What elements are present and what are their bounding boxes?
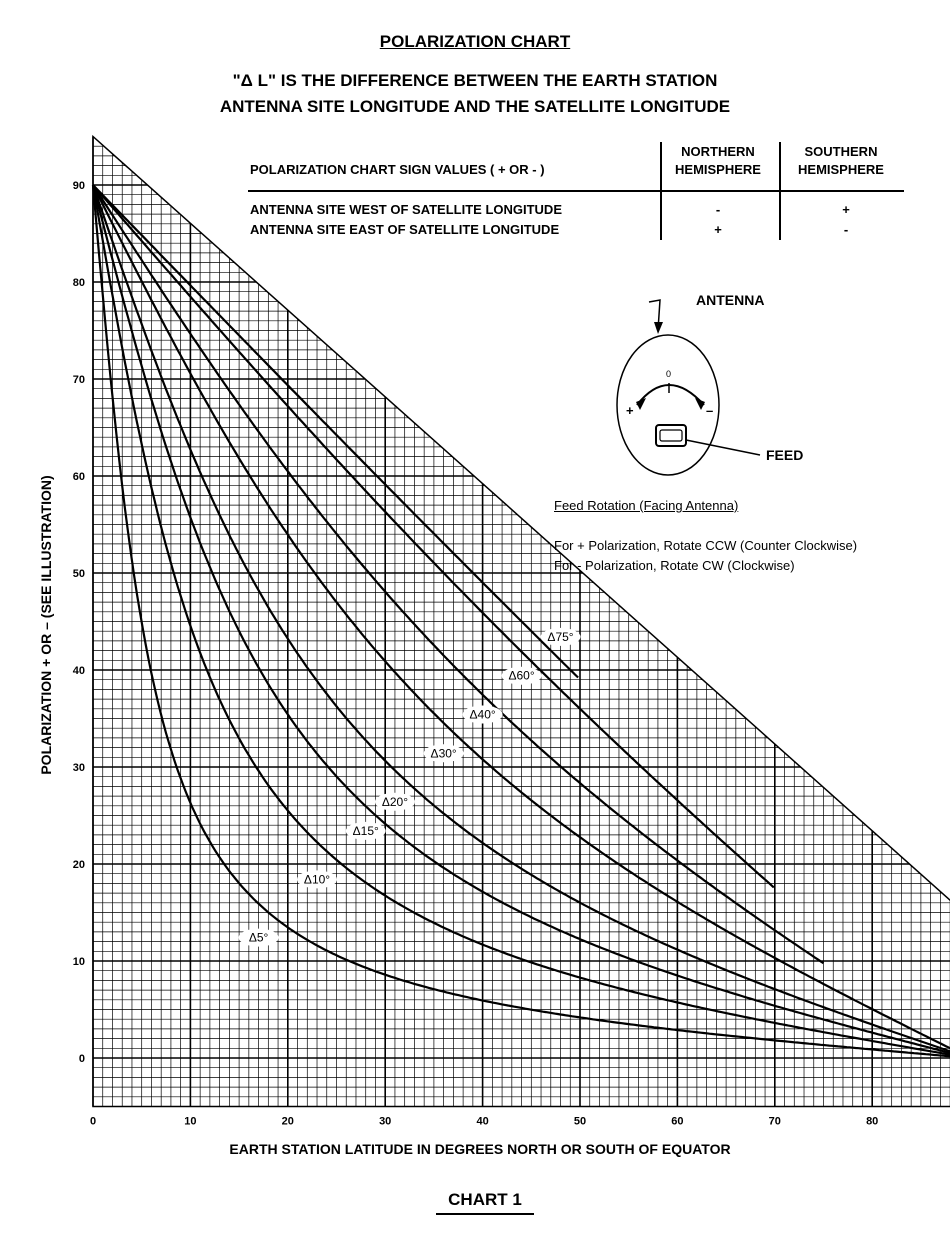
sign-table-title: POLARIZATION CHART SIGN VALUES ( + OR - … — [250, 162, 545, 177]
antenna-dish-outline — [616, 334, 720, 476]
rotation-arrow-left — [636, 398, 646, 410]
north-header-1: NORTHERN — [681, 144, 755, 159]
chart-caption: CHART 1 — [0, 1190, 950, 1215]
y-axis-label: POLARIZATION + OR – (SEE ILLUSTRATION) — [38, 475, 54, 775]
feed-pointer-line — [685, 439, 761, 456]
x-tick-label: 10 — [184, 1116, 196, 1128]
series-label-bg — [238, 928, 279, 947]
subtitle-line-2: ANTENNA SITE LONGITUDE AND THE SATELLITE… — [219, 97, 731, 116]
series-label: Δ15° — [353, 824, 379, 838]
feed-rotation-line-2: For - Polarization, Rotate CW (Clockwise… — [554, 558, 795, 573]
x-axis-label: EARTH STATION LATITUDE IN DEGREES NORTH … — [229, 1141, 731, 1157]
minus-mark: – — [706, 403, 714, 418]
series-label: Δ60° — [508, 669, 534, 683]
series-line — [91, 184, 950, 1055]
chart-tick-labels: 01020304050607080900102030405060708090 — [73, 180, 879, 1128]
series-label-bg — [297, 870, 338, 889]
series-label-bg — [374, 792, 415, 811]
plus-mark: + — [626, 403, 634, 418]
series-line — [92, 184, 579, 679]
south-header-2: HEMISPHERE — [798, 162, 884, 177]
series-label-bg — [540, 627, 581, 646]
page-title-text: POLARIZATION CHART — [379, 32, 571, 51]
row-east-north: + — [714, 222, 722, 237]
y-tick-label: 20 — [73, 859, 85, 871]
sign-table-body: ANTENNA SITE WEST OF SATELLITE LONGITUDE… — [248, 192, 904, 240]
antenna-label: ANTENNA — [696, 292, 765, 308]
series-line — [92, 184, 950, 1050]
series-label: Δ30° — [431, 746, 457, 760]
feed-label: FEED — [766, 447, 804, 463]
series-line — [91, 184, 950, 1053]
table-divider-2 — [779, 142, 781, 240]
series-label-bg — [501, 666, 542, 685]
zero-mark: 0 — [666, 369, 672, 379]
page-title: POLARIZATION CHART — [0, 32, 950, 52]
chart-caption-text: CHART 1 — [436, 1190, 534, 1215]
x-tick-label: 40 — [476, 1116, 488, 1128]
x-tick-label: 60 — [671, 1116, 683, 1128]
sign-table-header: POLARIZATION CHART SIGN VALUES ( + OR - … — [248, 142, 904, 192]
x-tick-label: 20 — [282, 1116, 294, 1128]
series-line — [92, 184, 825, 965]
series-label: Δ5° — [249, 931, 269, 945]
x-tick-label: 50 — [574, 1116, 586, 1128]
y-tick-label: 80 — [73, 277, 85, 289]
subtitle-line-1: "Δ L" IS THE DIFFERENCE BETWEEN THE EART… — [232, 71, 718, 90]
x-tick-label: 0 — [90, 1116, 96, 1128]
row-west-north: - — [715, 202, 721, 217]
south-header-1: SOUTHERN — [804, 144, 878, 159]
row-east-label: ANTENNA SITE EAST OF SATELLITE LONGITUDE — [250, 222, 560, 237]
feed-rotation-heading: Feed Rotation (Facing Antenna) — [554, 498, 739, 513]
rotation-arc — [636, 384, 705, 406]
row-east-south: - — [843, 222, 849, 237]
row-west-label: ANTENNA SITE WEST OF SATELLITE LONGITUDE — [250, 202, 562, 217]
y-tick-label: 60 — [73, 471, 85, 483]
series-label: Δ20° — [382, 795, 408, 809]
sign-values-table: POLARIZATION CHART SIGN VALUES ( + OR - … — [248, 142, 904, 242]
chart-curves: Δ5° Δ10° Δ15° Δ20° Δ30° Δ40° Δ60° Δ75° — [91, 184, 950, 1058]
x-tick-label: 80 — [866, 1116, 878, 1128]
y-tick-label: 10 — [73, 956, 85, 968]
chart-boundary — [92, 134, 950, 1108]
x-tick-label: 30 — [379, 1116, 391, 1128]
series-label: Δ40° — [470, 708, 496, 722]
series-line — [91, 184, 950, 1056]
y-tick-label: 40 — [73, 665, 85, 677]
series-line — [92, 184, 775, 889]
feed-box-inner — [659, 429, 683, 442]
feed-rotation-line-1: For + Polarization, Rotate CCW (Counter … — [554, 538, 858, 553]
rotation-arrow-right — [695, 398, 705, 410]
series-line — [91, 184, 950, 1058]
series-label: Δ10° — [304, 872, 330, 886]
series-label-bg — [345, 821, 386, 840]
y-tick-label: 50 — [73, 568, 85, 580]
antenna-pointer-arrowhead — [654, 322, 663, 334]
y-tick-label: 0 — [79, 1053, 85, 1065]
antenna-illustration — [616, 299, 761, 476]
series-label: Δ75° — [547, 630, 573, 644]
series-label-bg — [462, 705, 503, 724]
y-tick-label: 70 — [73, 374, 85, 386]
row-west-south: + — [842, 202, 850, 217]
y-tick-label: 30 — [73, 762, 85, 774]
x-tick-label: 70 — [769, 1116, 781, 1128]
antenna-pointer-line — [648, 299, 661, 331]
chart-axes — [92, 134, 950, 1108]
north-header-2: HEMISPHERE — [675, 162, 761, 177]
series-label-bg — [423, 744, 464, 763]
table-divider-1 — [660, 142, 662, 240]
y-tick-label: 90 — [73, 180, 85, 192]
